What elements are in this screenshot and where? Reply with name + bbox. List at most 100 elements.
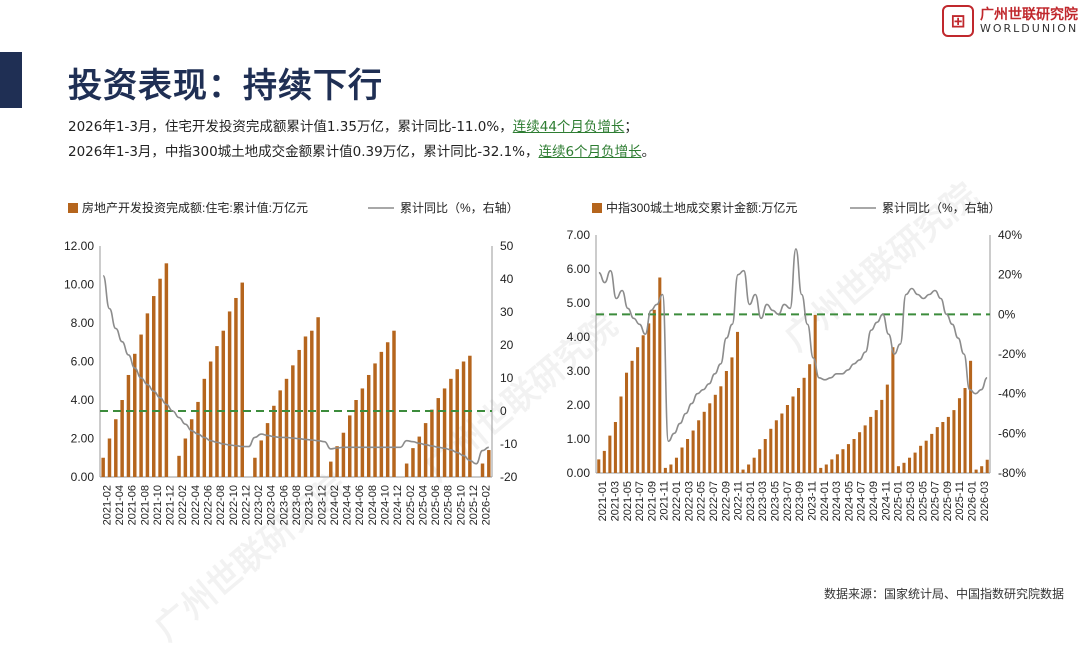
- bar: [417, 436, 422, 477]
- x-tick-label: 2022-08: [215, 485, 227, 525]
- x-tick-label: 2025-01: [893, 481, 905, 521]
- bar: [908, 457, 912, 473]
- bar: [880, 399, 884, 473]
- y-left-tick-label: 7.00: [567, 228, 591, 242]
- bar: [259, 440, 263, 477]
- x-tick-label: 2025-06: [430, 485, 442, 525]
- bar: [969, 360, 973, 473]
- bar: [602, 450, 606, 473]
- y-right-tick-label: -20: [500, 470, 518, 484]
- x-tick-label: 2024-05: [843, 481, 855, 521]
- bar: [802, 377, 806, 473]
- x-tick-label: 2023-05: [770, 481, 782, 521]
- bar: [196, 401, 200, 477]
- x-tick-label: 2021-08: [139, 485, 151, 525]
- y-right-tick-label: -20%: [998, 347, 1026, 361]
- y-left-tick-label: 0.00: [567, 466, 591, 480]
- y-left-tick-label: 5.00: [567, 296, 591, 310]
- x-tick-label: 2022-06: [202, 485, 214, 525]
- bar: [215, 346, 219, 477]
- bar: [291, 365, 295, 477]
- x-tick-label: 2025-04: [417, 485, 429, 525]
- bar: [348, 415, 352, 477]
- bar: [869, 416, 873, 473]
- bar: [468, 355, 472, 477]
- bar: [641, 335, 645, 473]
- bar: [430, 409, 434, 477]
- bar: [341, 432, 346, 477]
- x-tick-label: 2025-05: [917, 481, 929, 521]
- bar: [808, 364, 812, 473]
- bar: [449, 378, 453, 477]
- y-right-tick-label: -80%: [998, 466, 1026, 480]
- y-left-tick-label: 10.00: [64, 278, 94, 292]
- x-tick-label: 2021-02: [101, 485, 113, 525]
- x-tick-label: 2025-03: [905, 481, 917, 521]
- bar: [619, 396, 623, 473]
- bar: [126, 374, 131, 477]
- bar: [272, 405, 276, 477]
- bar: [360, 388, 365, 477]
- bar: [824, 464, 828, 473]
- bar: [183, 438, 188, 477]
- bar: [919, 445, 923, 473]
- bar: [436, 398, 440, 477]
- bar: [133, 353, 137, 477]
- bar: [669, 464, 673, 473]
- bar: [303, 336, 308, 477]
- bar: [885, 384, 889, 473]
- x-tick-label: 2021-10: [152, 485, 164, 525]
- x-tick-label: 2021-04: [114, 485, 126, 525]
- bar: [774, 420, 778, 473]
- bar: [297, 349, 301, 477]
- bar: [284, 378, 289, 477]
- bar: [177, 455, 181, 477]
- bar: [647, 323, 651, 473]
- bar: [697, 420, 701, 473]
- bar: [797, 388, 801, 473]
- y-right-tick-label: 0: [500, 404, 507, 418]
- x-tick-label: 2021-09: [646, 481, 658, 521]
- bar: [139, 334, 143, 477]
- bar: [674, 457, 678, 473]
- bar: [227, 311, 232, 477]
- logo-en-text: WORLDUNION: [980, 21, 1079, 35]
- bar: [411, 448, 415, 477]
- x-tick-label: 2021-06: [127, 485, 139, 525]
- bar: [741, 469, 745, 473]
- bar: [366, 374, 371, 477]
- x-tick-label: 2022-01: [671, 481, 683, 521]
- x-tick-label: 2023-09: [794, 481, 806, 521]
- bar: [455, 369, 459, 477]
- bar: [835, 454, 839, 473]
- y-right-tick-label: 0%: [998, 307, 1016, 321]
- bar: [221, 330, 226, 477]
- highlight-link-2[interactable]: 连续6个月负增长: [538, 144, 642, 160]
- bar: [145, 313, 150, 477]
- bar: [278, 390, 282, 477]
- x-tick-label: 2023-12: [316, 485, 328, 525]
- x-tick-label: 2023-10: [304, 485, 316, 525]
- highlight-link-1[interactable]: 连续44个月负增长: [512, 119, 625, 135]
- title-accent-bar: [0, 52, 22, 108]
- y-left-tick-label: 8.00: [71, 316, 95, 330]
- bar: [747, 464, 751, 473]
- x-tick-label: 2022-04: [190, 485, 202, 525]
- y-right-tick-label: 20%: [998, 268, 1022, 282]
- bar: [691, 430, 695, 473]
- x-tick-label: 2024-11: [880, 481, 892, 521]
- bar: [819, 467, 823, 473]
- legend-bar-swatch: [592, 203, 602, 213]
- bar: [680, 447, 684, 473]
- x-tick-label: 2022-11: [733, 481, 745, 521]
- yoy-line: [598, 248, 988, 443]
- x-tick-label: 2026-02: [481, 485, 493, 525]
- bar: [208, 361, 213, 477]
- y-left-tick-label: 0.00: [71, 470, 95, 484]
- x-tick-label: 2024-07: [856, 481, 868, 521]
- bar: [896, 466, 900, 473]
- bar: [902, 462, 906, 473]
- bar: [946, 416, 950, 473]
- bar: [234, 297, 238, 477]
- y-left-tick-label: 2.00: [71, 432, 95, 446]
